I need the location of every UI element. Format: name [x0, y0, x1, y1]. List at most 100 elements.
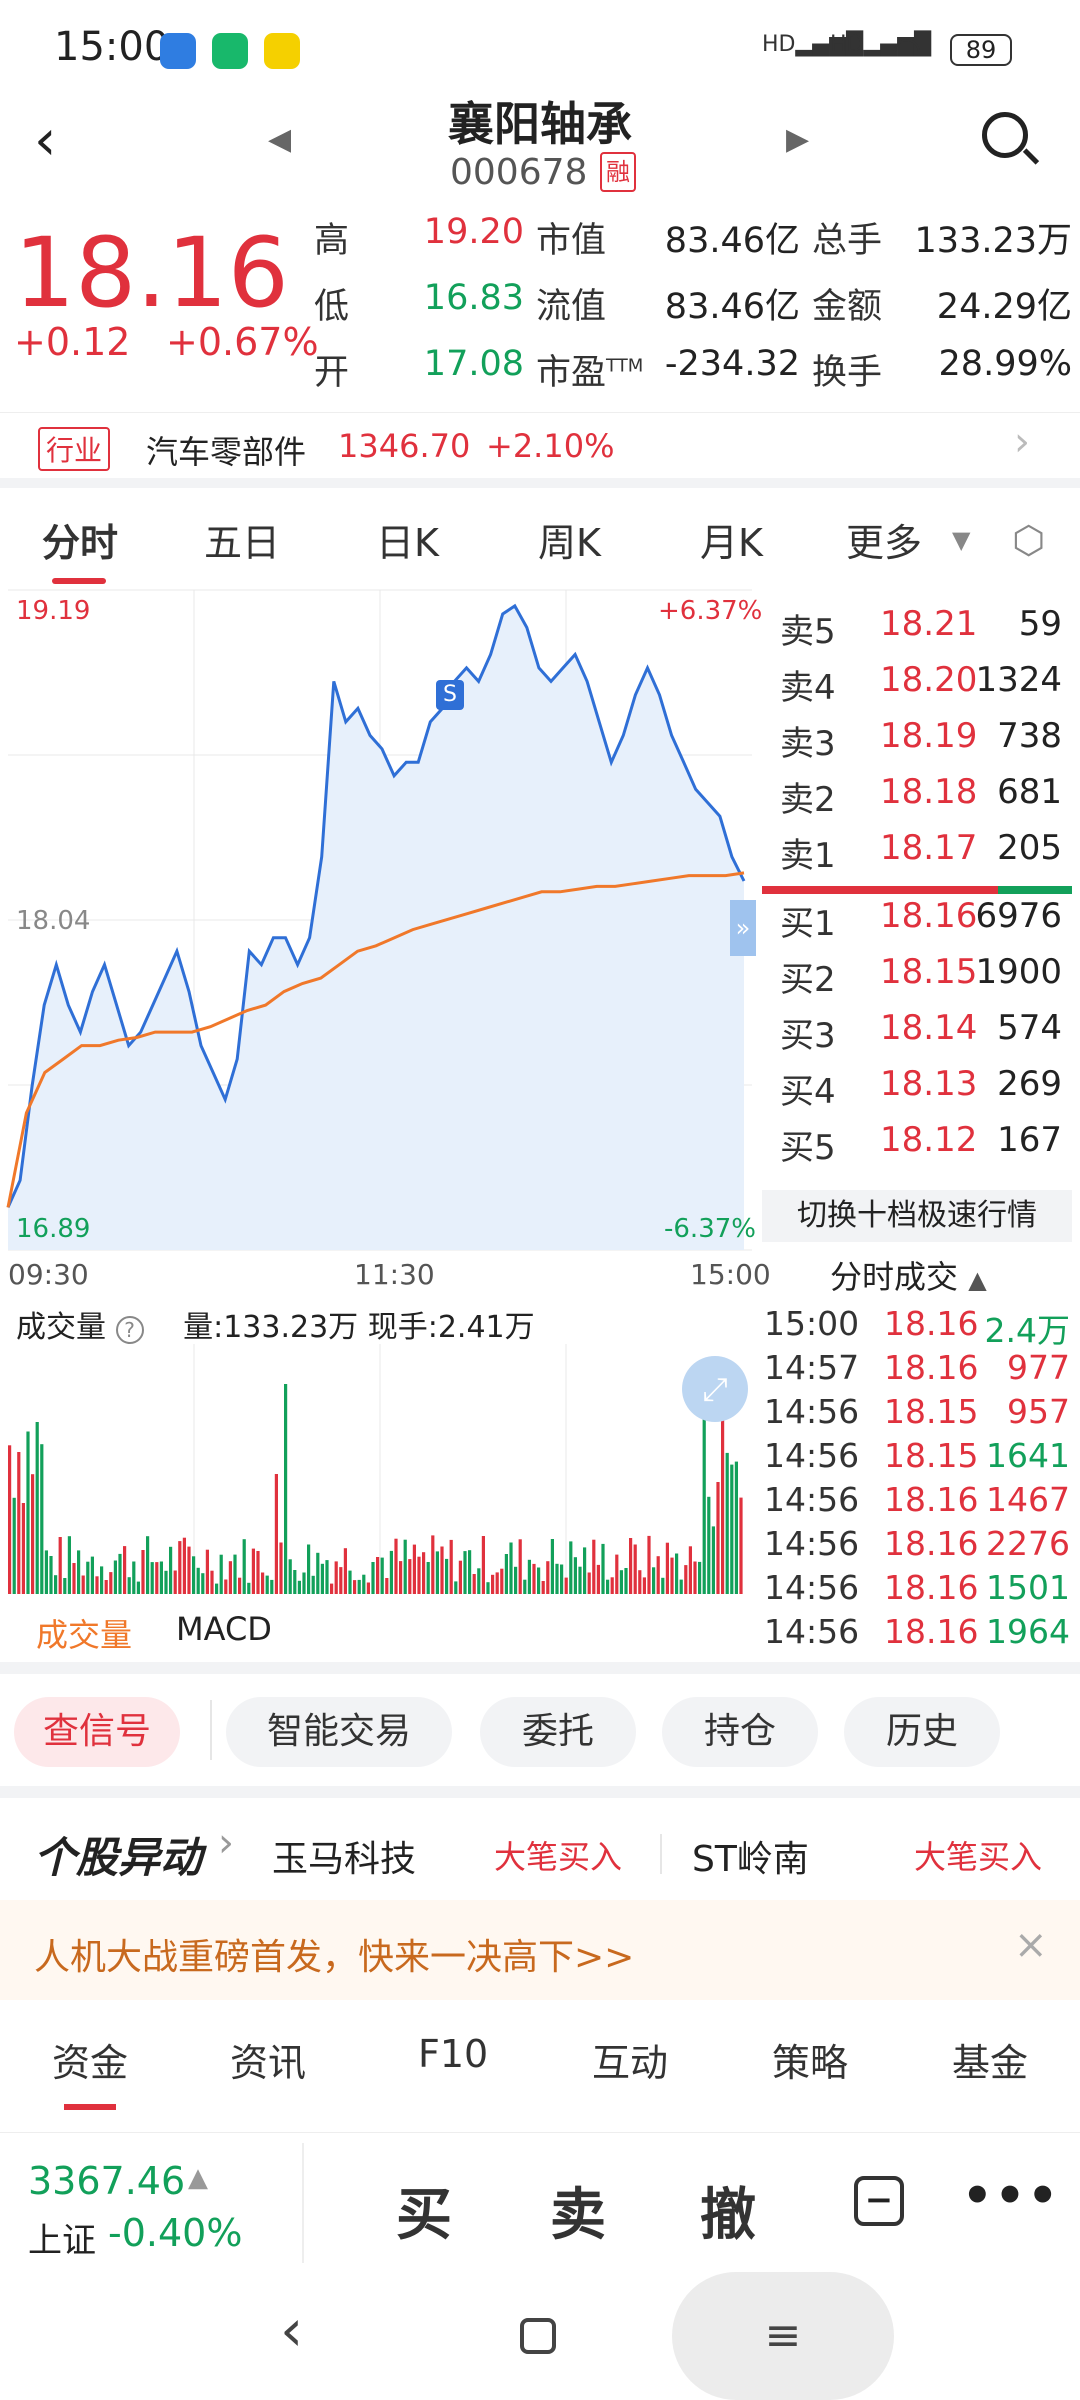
- intraday-chart[interactable]: [0, 588, 760, 1288]
- trade-time: 14:56: [764, 1436, 860, 1475]
- level-volume: 167: [997, 1120, 1062, 1160]
- trades-title[interactable]: 分时成交 ▲: [830, 1258, 987, 1296]
- volume-chart[interactable]: [0, 1344, 760, 1594]
- promo-banner[interactable]: 人机大战重磅首发，快来一决高下>> ×: [0, 1900, 1080, 2000]
- volume-bar: [417, 1556, 421, 1594]
- volume-bar: [541, 1581, 545, 1594]
- volume-bar: [77, 1550, 81, 1594]
- buy-level-row[interactable]: 买2 18.15 1900: [760, 952, 1070, 1008]
- volume-bar: [311, 1575, 315, 1594]
- volume-bar: [661, 1577, 665, 1594]
- switch-10-level-button[interactable]: 切换十档极速行情: [762, 1190, 1072, 1242]
- close-icon[interactable]: ×: [1014, 1922, 1048, 1968]
- more-icon[interactable]: •••: [962, 2168, 1061, 2224]
- help-icon[interactable]: ?: [115, 1316, 144, 1344]
- trade-row: 14:56 18.15 1641: [764, 1436, 1074, 1480]
- nav-back-icon[interactable]: ‹: [280, 2296, 304, 2364]
- volume-bar: [458, 1560, 462, 1594]
- trade-row: 14:56 18.16 1501: [764, 1568, 1074, 1612]
- volume-bar: [261, 1572, 265, 1594]
- volume-bar: [302, 1572, 306, 1594]
- fullscreen-icon[interactable]: ⤢: [682, 1356, 748, 1422]
- sell-level-row[interactable]: 卖2 18.18 681: [760, 772, 1070, 828]
- app-icon-1: [160, 33, 196, 69]
- dropdown-icon[interactable]: ▼: [952, 526, 971, 554]
- buy-level-row[interactable]: 买4 18.13 269: [760, 1064, 1070, 1120]
- tab-5day[interactable]: 五日: [204, 521, 281, 565]
- buy-level-row[interactable]: 买5 18.12 167: [760, 1120, 1070, 1176]
- tab-intraday[interactable]: 分时: [42, 521, 119, 565]
- tab-fund[interactable]: 基金: [952, 2041, 1029, 2085]
- volume-bar: [399, 1561, 403, 1594]
- trade-volume: 957: [1007, 1392, 1070, 1431]
- level-label: 卖2: [780, 780, 836, 820]
- tab-strategy[interactable]: 策略: [772, 2041, 849, 2085]
- tab-news[interactable]: 资讯: [230, 2041, 307, 2085]
- industry-price: 1346.70: [338, 427, 471, 465]
- history-button[interactable]: 历史: [844, 1697, 1000, 1767]
- stock-alert-ticker[interactable]: 个股异动 › 玉马科技 大笔买入 ST岭南 大笔买入: [0, 1800, 1080, 1900]
- subtab-macd[interactable]: MACD: [176, 1610, 272, 1648]
- price-line: [6, 603, 746, 1209]
- level-label: 买3: [780, 1016, 836, 1056]
- sell-button[interactable]: 卖: [550, 2183, 606, 2248]
- expand-arrow-icon[interactable]: »: [730, 900, 756, 956]
- industry-change: +2.10%: [486, 427, 615, 465]
- volume-bar: [182, 1537, 186, 1594]
- volume-bar: [348, 1570, 352, 1594]
- sell-level-row[interactable]: 卖1 18.17 205: [760, 828, 1070, 884]
- sell-level-row[interactable]: 卖4 18.20 1324: [760, 660, 1070, 716]
- ticker-stock-2[interactable]: ST岭南: [692, 1839, 809, 1880]
- buy-button[interactable]: 买: [396, 2183, 452, 2248]
- volume-bar: [31, 1474, 35, 1594]
- industry-row[interactable]: 行业 汽车零部件 1346.70 +2.10% ›: [0, 412, 1080, 474]
- tab-day-k[interactable]: 日K: [376, 521, 439, 565]
- tab-month-k[interactable]: 月K: [700, 521, 763, 565]
- cancel-order-button[interactable]: 撤: [700, 2183, 756, 2248]
- volume-bar: [408, 1559, 412, 1594]
- tab-more[interactable]: 更多: [846, 521, 923, 565]
- nav-menu-icon[interactable]: ≡: [672, 2272, 894, 2400]
- subtab-volume[interactable]: 成交量: [36, 1616, 133, 1654]
- sell-level-row[interactable]: 卖5 18.21 59: [760, 604, 1070, 660]
- settings-icon[interactable]: ⬡: [1012, 518, 1046, 562]
- volume-bar: [210, 1570, 214, 1594]
- check-signal-button[interactable]: 查信号: [14, 1697, 180, 1767]
- volume-bar: [463, 1551, 467, 1594]
- trade-row: 14:56 18.15 957: [764, 1392, 1074, 1436]
- orders-button[interactable]: 委托: [480, 1697, 636, 1767]
- sell-level-row[interactable]: 卖3 18.19 738: [760, 716, 1070, 772]
- sell-signal-marker[interactable]: S: [436, 680, 464, 710]
- buy-level-row[interactable]: 买1 18.16 6976: [760, 896, 1070, 952]
- tab-funds[interactable]: 资金: [52, 2041, 129, 2085]
- industry-tag: 行业: [38, 427, 111, 471]
- volume-bar: [652, 1567, 656, 1594]
- stock-header: ‹ ◀ 襄阳轴承 000678 融 ▶: [0, 97, 1080, 205]
- search-icon[interactable]: [982, 112, 1028, 158]
- ticker-stock-1[interactable]: 玉马科技: [272, 1839, 417, 1880]
- index-value[interactable]: 3367.46: [28, 2159, 186, 2203]
- next-stock-icon[interactable]: ▶: [786, 122, 810, 157]
- minus-box-icon[interactable]: −: [854, 2176, 904, 2226]
- volume-bar: [72, 1563, 76, 1594]
- volume-bar: [730, 1464, 734, 1594]
- volume-bar: [224, 1579, 228, 1594]
- volume-bar: [440, 1546, 444, 1594]
- buy-level-row[interactable]: 买3 18.14 574: [760, 1008, 1070, 1064]
- positions-button[interactable]: 持仓: [662, 1697, 818, 1767]
- chart-top-price: 19.19: [16, 596, 91, 626]
- trade-row: 14:56 18.16 1964: [764, 1612, 1074, 1656]
- tab-week-k[interactable]: 周K: [538, 521, 601, 565]
- tab-f10[interactable]: F10: [418, 2032, 489, 2076]
- tab-interact[interactable]: 互动: [592, 2041, 669, 2085]
- nav-home-icon[interactable]: [520, 2318, 556, 2354]
- prev-stock-icon[interactable]: ◀: [268, 122, 292, 157]
- back-icon[interactable]: ‹: [34, 108, 57, 173]
- wifi-icon: ◠: [892, 30, 922, 70]
- smart-trade-button[interactable]: 智能交易: [226, 1697, 452, 1767]
- level-price: 18.21: [880, 604, 978, 644]
- volume-bar: [196, 1567, 200, 1594]
- level-price: 18.12: [880, 1120, 978, 1160]
- time-end: 15:00: [690, 1258, 771, 1291]
- level-label: 卖5: [780, 612, 836, 652]
